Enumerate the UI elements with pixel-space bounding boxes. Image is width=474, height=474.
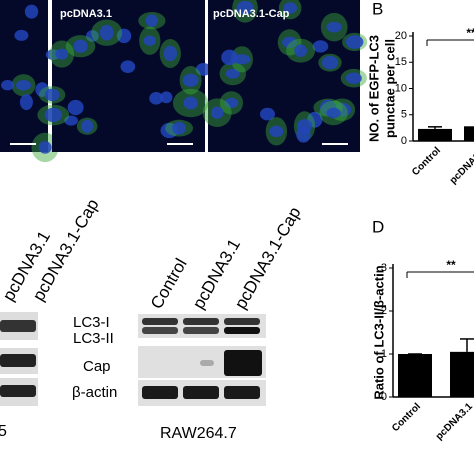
y-axis-label: NO. of EGFP-LC3 [366,35,381,142]
image-label: pcDNA3.1-Cap [213,8,290,20]
nucleus [224,97,239,108]
bar [464,126,474,141]
microscopy-panels [0,0,368,163]
blot-band [0,320,36,332]
nucleus [163,45,177,62]
nucleus [345,35,364,49]
lane-label: Control [147,255,191,312]
y-axis-label: Ratio of LC3-II/β-actin [371,265,386,399]
nucleus [172,121,186,135]
nucleus [143,35,157,46]
y-tick-label: 2 [381,305,387,317]
bar [418,128,452,141]
nucleus [321,55,339,70]
nucleus [225,68,240,79]
blot-band [200,360,214,366]
bar [398,354,432,397]
nucleus [14,29,29,41]
nucleus [282,36,298,49]
nucleus [86,30,99,42]
x-tick-label: pcDNA3.1 [448,145,474,186]
nucleus [1,80,15,91]
y-tick-label: 20 [395,30,407,42]
x-tick-label: Control [410,145,443,178]
nucleus [195,62,212,76]
band-label: Cap [83,358,111,375]
blot-band [224,386,260,399]
nucleus [116,28,132,44]
nucleus [312,40,329,53]
nucleus [296,126,311,143]
nucleus [44,88,60,102]
bar [450,351,474,397]
y-tick-label: 10 [395,82,407,94]
cell-line: 5 [0,423,7,440]
blot-band [224,350,262,376]
blot-band [0,385,36,397]
nucleus [345,72,362,84]
band-label: β-actin [72,384,117,401]
blot-band [183,318,219,325]
nucleus [44,107,63,123]
blot-band [142,386,178,399]
nucleus [149,92,164,105]
lane-label: pcDNA3.1-Cap [231,204,305,313]
blot-band [142,327,178,334]
nucleus [120,60,136,74]
nucleus [67,99,84,116]
nucleus [326,107,341,119]
nucleus [269,125,284,138]
nucleus [73,39,88,53]
micro-image [0,0,48,152]
y-tick-label: 5 [401,109,407,121]
x-tick-label: Control [390,401,423,434]
nucleus [81,119,94,133]
y-tick-label: 3 [381,262,387,274]
significance: ** [466,26,474,40]
blot-band [183,327,219,334]
blot-band [0,354,36,367]
nucleus [38,141,52,154]
nucleus [99,24,114,41]
nucleus [283,2,298,14]
band-label: LC3-II [73,330,114,347]
y-axis-label: punctae per cell [382,39,397,138]
y-tick-label: 0 [381,391,387,403]
blot-band [142,318,178,325]
panel-letter: D [372,217,384,236]
blot-strip [138,314,266,338]
blot-band [224,318,260,325]
nucleus [55,48,69,60]
y-tick-label: 1 [381,348,387,360]
image-label: pcDNA3.1 [60,8,112,20]
nucleus [236,0,254,15]
cell-line: RAW264.7 [160,425,237,442]
nucleus [182,73,199,87]
nucleus [259,107,276,121]
nucleus [294,44,307,57]
blot-band [183,386,219,399]
nucleus [24,4,39,19]
x-tick-label: pcDNA3.1 [434,401,474,442]
nucleus [16,80,32,91]
panel-letter: B [372,0,383,18]
nucleus [210,106,224,119]
nucleus [183,96,198,110]
band-label: LC3-I [73,314,110,331]
significance: ** [446,258,456,272]
nucleus [64,115,78,126]
y-tick-label: 0 [401,135,407,147]
nucleus [19,94,33,111]
nucleus [326,21,342,33]
nucleus [221,49,238,66]
nucleus [145,14,159,27]
y-tick-label: 15 [395,56,407,68]
blot-band [224,327,260,334]
nucleus [160,91,173,104]
